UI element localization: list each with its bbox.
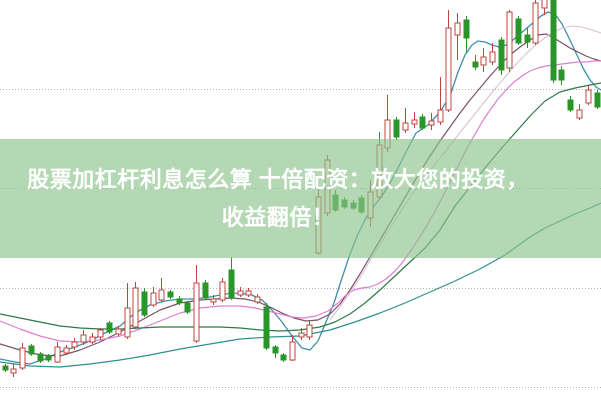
candle-up [219, 281, 226, 301]
candle-up [541, 0, 548, 9]
candle-down [393, 119, 400, 138]
candle-down [141, 291, 148, 316]
candle-up [411, 119, 418, 125]
candle-up [150, 292, 157, 306]
candle-up [489, 51, 496, 63]
candle-up [71, 341, 78, 348]
candle-up [115, 328, 122, 335]
candle-down [463, 19, 470, 39]
candle-down [2, 365, 9, 371]
candle-up [315, 196, 322, 254]
candle-down [272, 346, 279, 354]
candle-down [202, 282, 209, 299]
candle-up [210, 298, 217, 303]
candle-up [124, 307, 131, 338]
candle-down [567, 99, 574, 111]
candle-down [350, 202, 357, 209]
candle-down [515, 18, 522, 44]
candle-down [184, 302, 191, 313]
candle-down [263, 306, 270, 349]
candle-up [89, 336, 96, 343]
candle-up [445, 27, 452, 111]
candle-up [367, 191, 374, 219]
candle-up [10, 368, 17, 374]
candle-down [176, 298, 183, 304]
candle-up [506, 11, 513, 69]
candle-down [28, 345, 35, 355]
candle-up [254, 296, 261, 303]
candle-down [37, 353, 44, 362]
candle-up [289, 341, 296, 361]
candle-down [498, 39, 505, 71]
candle-down [332, 194, 339, 211]
candle-down [341, 199, 348, 208]
ma-magenta [0, 60, 601, 343]
candle-down [472, 61, 479, 68]
candle-up [298, 332, 305, 338]
candle-up [306, 324, 313, 338]
candle-down [558, 69, 565, 81]
candle-down [228, 269, 235, 299]
candle-up [428, 120, 435, 126]
candle-down [280, 354, 287, 361]
candle-up [97, 329, 104, 338]
candle-up [80, 334, 87, 343]
candle-down [594, 92, 601, 108]
candle-up [19, 347, 26, 369]
candle-up [532, 2, 539, 44]
candle-up [63, 347, 70, 354]
candle-up [576, 109, 583, 119]
ma-dark-green [0, 82, 601, 332]
candle-up [132, 287, 139, 328]
candle-down [167, 291, 174, 298]
candle-down [550, 0, 557, 81]
candle-up [480, 56, 487, 66]
candle-down [524, 34, 531, 43]
candle-up [454, 22, 461, 36]
candle-up [158, 289, 165, 301]
candle-up [384, 119, 391, 149]
candle-down [358, 197, 365, 213]
candle-up [585, 89, 592, 104]
candle-up [245, 290, 252, 296]
candle-up [402, 122, 409, 131]
candle-up [376, 144, 383, 198]
candle-up [437, 109, 444, 123]
candle-up [54, 346, 61, 363]
candle-up [193, 282, 200, 342]
candle-down [419, 116, 426, 129]
candle-down [106, 322, 113, 333]
candle-up [237, 290, 244, 296]
candle-up [324, 159, 331, 214]
ma-maroon [0, 33, 601, 357]
candle-down [45, 355, 52, 361]
